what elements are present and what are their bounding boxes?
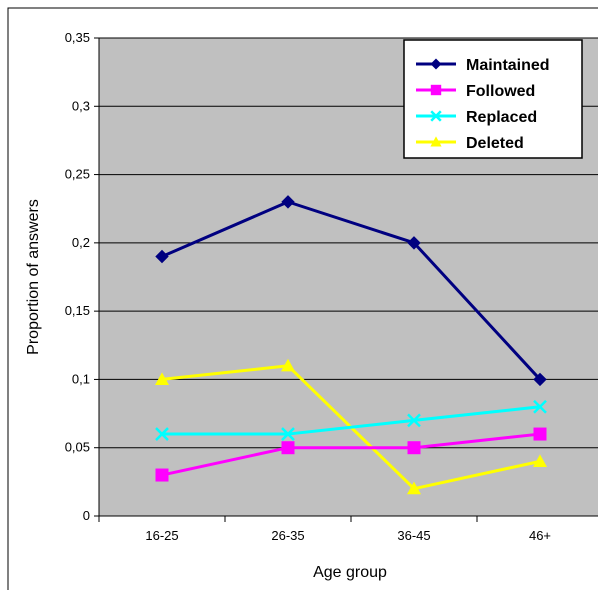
legend-label-replaced: Replaced <box>466 109 537 126</box>
data-point-maintained <box>281 195 295 209</box>
data-point-replaced <box>281 427 295 441</box>
data-point-maintained <box>407 236 421 250</box>
data-point-deleted <box>533 454 547 467</box>
y-tick-label: 0,05 <box>65 440 90 455</box>
x-tick-label: 36-45 <box>397 528 430 543</box>
legend-marker-maintained <box>430 58 442 70</box>
legend-marker-deleted <box>430 136 442 147</box>
data-point-replaced <box>533 399 547 414</box>
data-point-followed <box>155 468 169 482</box>
data-point-replaced <box>155 427 169 441</box>
data-point-deleted <box>155 372 169 386</box>
legend-label-maintained: Maintained <box>466 57 550 74</box>
series-lines <box>161 200 542 491</box>
y-tick-label: 0,2 <box>72 235 90 250</box>
x-tick-label: 16-25 <box>145 528 178 543</box>
data-point-maintained <box>155 249 169 264</box>
marker-x-stroke <box>281 427 295 441</box>
legend-box <box>403 39 583 159</box>
axes: 0 0,05 0,1 0,15 0,2 0,25 0,3 0,35 16-25 26-35 36-4… <box>65 30 598 543</box>
legend-label-followed: Followed <box>466 83 535 100</box>
series-line-maintained <box>161 200 542 381</box>
y-tick-label: 0,3 <box>72 98 90 113</box>
y-tick-label: 0,15 <box>65 303 90 318</box>
legend-marker-replaced <box>430 110 442 122</box>
y-tick-label: 0,35 <box>65 30 90 45</box>
x-axis-title: Age group <box>313 564 387 581</box>
data-point-followed <box>281 441 295 455</box>
y-tick-label: 0,25 <box>65 167 90 182</box>
data-point-replaced <box>407 413 421 428</box>
marker-x-stroke <box>430 110 442 122</box>
data-point-deleted <box>407 481 421 495</box>
legend-marker-followed <box>430 84 442 96</box>
series-line-followed <box>161 432 541 477</box>
y-tick-label: 0,1 <box>72 371 90 386</box>
legend: Maintained Followed Replaced Deleted <box>403 39 583 159</box>
y-axis-title: Proportion of answers <box>25 199 42 355</box>
data-point-maintained <box>533 372 547 387</box>
x-tick-label: 46+ <box>529 528 551 543</box>
marker-x-stroke <box>533 399 547 414</box>
series-markers <box>155 195 547 495</box>
marker-x-stroke <box>407 413 421 428</box>
legend-label-deleted: Deleted <box>466 135 524 152</box>
series-line-replaced <box>162 405 541 436</box>
marker-x-stroke <box>155 427 169 441</box>
x-tick-label: 26-35 <box>271 528 304 543</box>
data-point-followed <box>533 427 547 441</box>
y-tick-label: 0 <box>83 508 90 523</box>
data-point-followed <box>407 441 421 455</box>
data-point-deleted <box>281 358 295 372</box>
